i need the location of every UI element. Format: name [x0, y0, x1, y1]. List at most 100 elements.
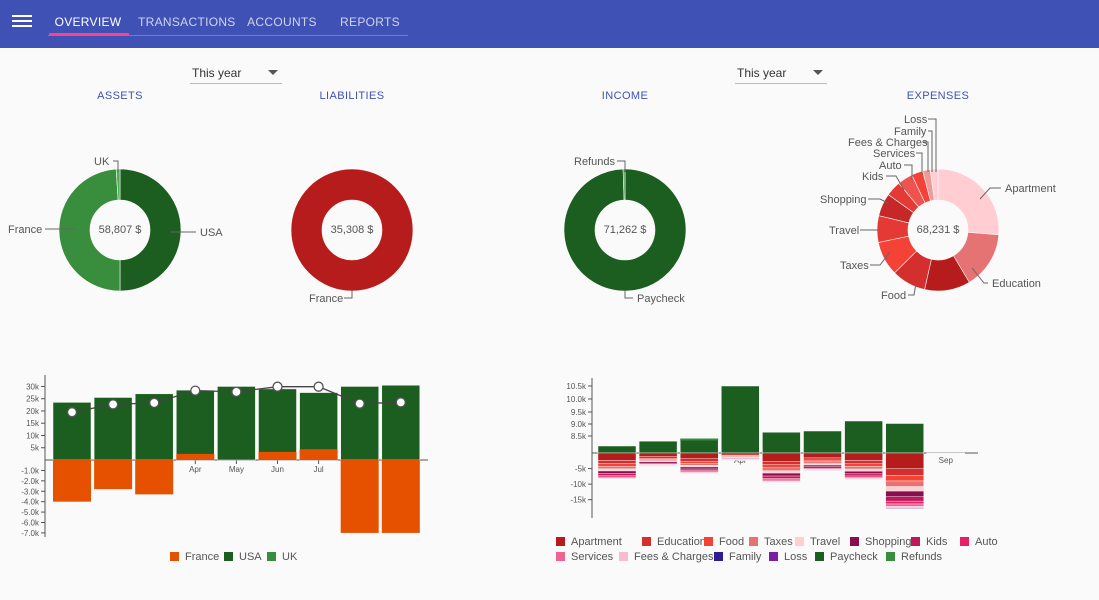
bar-france[interactable]: [135, 460, 174, 495]
left-period-select[interactable]: This year: [190, 64, 282, 84]
bar-expense[interactable]: [762, 461, 801, 466]
bar-expense[interactable]: [597, 460, 637, 464]
bar-expense[interactable]: [885, 475, 924, 482]
bar-expense[interactable]: [885, 468, 924, 476]
bar-expense[interactable]: [679, 463, 719, 466]
assets-slice-2[interactable]: [115, 168, 121, 201]
bar-expense[interactable]: [762, 452, 801, 462]
income-slice-0[interactable]: [563, 168, 687, 292]
bar-expense[interactable]: [762, 475, 801, 479]
bar-income[interactable]: [679, 438, 719, 454]
bar-expense[interactable]: [803, 463, 842, 466]
bar-expense[interactable]: [844, 463, 883, 467]
line-point[interactable]: [395, 397, 406, 408]
assets-slice-0[interactable]: [119, 168, 182, 292]
legend-item-family[interactable]: Family: [714, 550, 761, 564]
bar-expense[interactable]: [885, 496, 924, 502]
bar-france[interactable]: [381, 460, 420, 533]
bar-expense[interactable]: [597, 468, 637, 472]
bar-france[interactable]: [258, 451, 297, 460]
bar-expense[interactable]: [679, 466, 719, 470]
bar-expense[interactable]: [885, 505, 924, 509]
line-point[interactable]: [354, 398, 365, 409]
assets-slice-1[interactable]: [58, 168, 121, 292]
bar-income[interactable]: [597, 445, 637, 454]
bar-usa[interactable]: [217, 386, 256, 461]
bar-expense[interactable]: [844, 460, 883, 464]
legend-item-refunds[interactable]: Refunds: [886, 550, 942, 564]
bar-expense[interactable]: [885, 508, 924, 510]
liabilities-slice-0[interactable]: [290, 168, 414, 292]
line-point[interactable]: [231, 386, 242, 397]
tab-overview[interactable]: OVERVIEW: [54, 15, 122, 29]
legend-item-usa[interactable]: USA: [224, 550, 262, 564]
bar-expense[interactable]: [803, 461, 842, 464]
legend-item-taxes[interactable]: Taxes: [749, 535, 793, 549]
tab-reports[interactable]: REPORTS: [340, 15, 400, 29]
bar-usa[interactable]: [176, 389, 215, 461]
bar-expense[interactable]: [803, 464, 842, 468]
bar-income[interactable]: [721, 385, 760, 454]
bar-expense[interactable]: [679, 458, 719, 462]
line-point[interactable]: [190, 385, 201, 396]
line-point[interactable]: [313, 381, 324, 392]
bar-expense[interactable]: [803, 459, 842, 463]
legend-item-travel[interactable]: Travel: [795, 535, 840, 549]
bar-expense[interactable]: [679, 452, 719, 459]
bar-expense[interactable]: [721, 452, 760, 456]
legend-item-apartment[interactable]: Apartment: [556, 535, 622, 549]
line-point[interactable]: [107, 399, 119, 410]
bar-expense[interactable]: [844, 475, 883, 478]
legend-item-shopping[interactable]: Shopping: [850, 535, 912, 549]
bar-expense[interactable]: [885, 503, 924, 507]
legend-item-loss[interactable]: Loss: [769, 550, 807, 564]
bar-expense[interactable]: [762, 472, 801, 477]
legend-item-auto[interactable]: Auto: [960, 535, 998, 549]
tab-accounts[interactable]: ACCOUNTS: [247, 15, 317, 29]
legend-item-kids[interactable]: Kids: [911, 535, 947, 549]
bar-expense[interactable]: [679, 461, 719, 464]
bar-expense[interactable]: [885, 500, 924, 505]
bar-expense[interactable]: [597, 452, 637, 461]
bar-usa[interactable]: [381, 384, 421, 461]
legend-item-food[interactable]: Food: [704, 535, 744, 549]
bar-expense[interactable]: [762, 464, 801, 468]
bar-expense[interactable]: [803, 457, 842, 461]
bar-expense[interactable]: [679, 468, 719, 471]
menu-icon[interactable]: [12, 12, 32, 30]
bar-expense[interactable]: [762, 478, 801, 481]
bar-usa[interactable]: [258, 388, 297, 461]
bar-france[interactable]: [299, 449, 338, 460]
bar-expense[interactable]: [803, 466, 842, 469]
bar-expense[interactable]: [885, 480, 924, 487]
bar-expense[interactable]: [844, 468, 883, 472]
bar-expense[interactable]: [638, 452, 678, 457]
income-donut[interactable]: [563, 168, 687, 292]
assets-donut[interactable]: [58, 168, 182, 292]
bar-expense[interactable]: [762, 467, 801, 471]
bar-income[interactable]: [803, 430, 842, 454]
bar-expense[interactable]: [885, 452, 924, 469]
bar-income[interactable]: [638, 440, 678, 454]
expenses-donut[interactable]: [876, 168, 1000, 292]
expenses-slice-11[interactable]: [929, 168, 939, 201]
line-point[interactable]: [66, 407, 78, 418]
bar-france[interactable]: [94, 460, 133, 490]
bar-expense[interactable]: [844, 473, 883, 477]
bar-expense[interactable]: [885, 486, 924, 492]
legend-item-services[interactable]: Services: [556, 550, 613, 564]
legend-item-paycheck[interactable]: Paycheck: [815, 550, 878, 564]
legend-item-uk[interactable]: UK: [267, 550, 297, 564]
bar-expense[interactable]: [844, 452, 883, 461]
bar-expense[interactable]: [638, 456, 678, 459]
bar-income[interactable]: [844, 420, 883, 454]
legend-item-education[interactable]: Education: [642, 535, 706, 549]
bar-expense[interactable]: [597, 470, 637, 474]
income-slice-1[interactable]: [622, 168, 626, 201]
bar-income[interactable]: [762, 432, 801, 454]
legend-item-france[interactable]: France: [170, 550, 219, 564]
bar-income[interactable]: [885, 423, 924, 454]
bar-expense[interactable]: [844, 466, 883, 470]
liabilities-donut[interactable]: [290, 168, 414, 292]
line-point[interactable]: [272, 381, 283, 392]
